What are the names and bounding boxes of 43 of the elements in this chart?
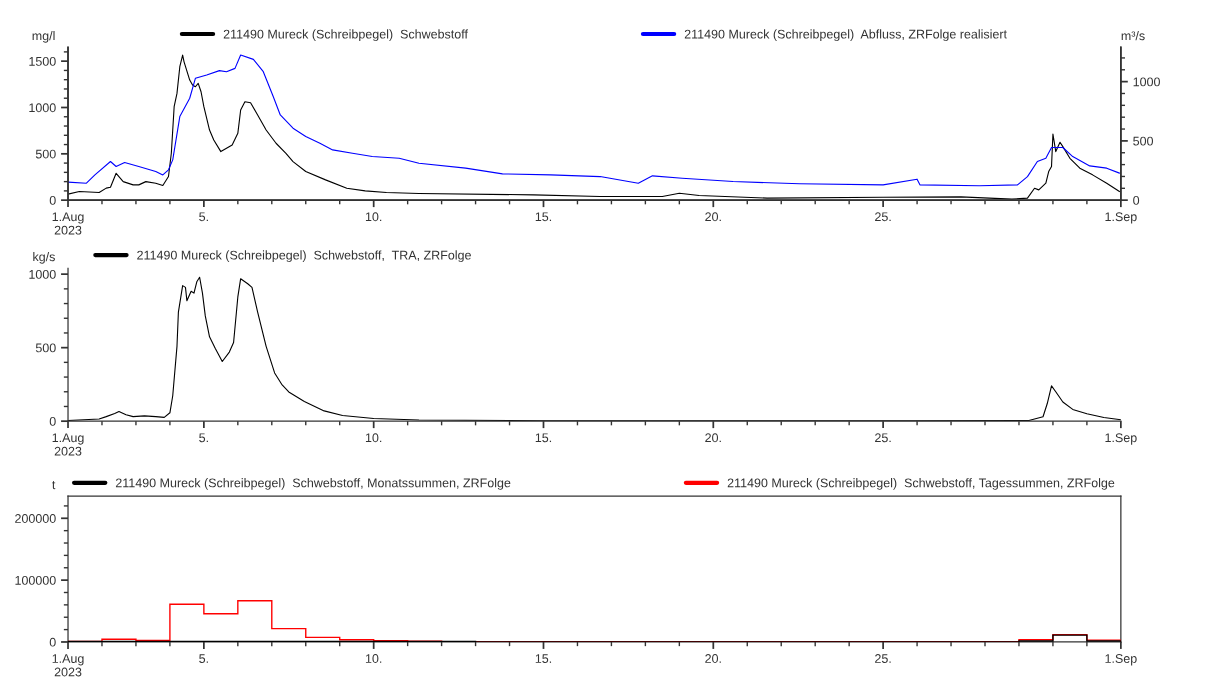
x-tick-label: 1.Sep bbox=[1105, 654, 1137, 666]
x-tick-label: 5. bbox=[199, 212, 208, 222]
legend-label: 211490 Mureck (Schreibpegel) Abfluss, ZRFolge realisiert bbox=[684, 29, 1007, 42]
y-tick-label: 1000 bbox=[29, 103, 56, 113]
y2-axis-title: m³/s bbox=[1121, 31, 1145, 41]
y2-tick-label: 0 bbox=[1133, 195, 1140, 205]
y-tick-label: 1000 bbox=[29, 269, 56, 279]
x-tick-label: 15. bbox=[535, 654, 552, 663]
x-tick-label: 20. bbox=[705, 433, 721, 443]
legend-label: 211490 Mureck (Schreibpegel) Schwebstoff, Monatssummen, ZRFolge bbox=[115, 478, 511, 490]
x-tick-label: 20. bbox=[705, 212, 721, 222]
legend-label: 211490 Mureck (Schreibpegel) Schwebstoff bbox=[223, 29, 468, 42]
y2-tick-label: 1000 bbox=[1133, 77, 1160, 87]
y2-tick-label: 500 bbox=[1133, 136, 1154, 146]
x-tick-label: 1.Aug 2023 bbox=[52, 654, 84, 677]
y-tick-label: 1500 bbox=[29, 56, 56, 66]
legend-label: 211490 Mureck (Schreibpegel) Schwebstoff, TRA, ZRFolge bbox=[137, 250, 471, 263]
x-tick-label: 1.Sep bbox=[1105, 433, 1137, 445]
y-tick-label: 500 bbox=[35, 149, 56, 159]
x-tick-label: 15. bbox=[535, 212, 552, 222]
x-tick-label: 25. bbox=[875, 654, 891, 663]
x-tick-label: 5. bbox=[199, 433, 208, 443]
x-tick-label: 25. bbox=[875, 212, 891, 222]
x-tick-label: 25. bbox=[875, 433, 891, 443]
x-tick-label: 10. bbox=[365, 654, 382, 663]
y-tick-label: 500 bbox=[35, 343, 56, 353]
y-tick-label: 0 bbox=[49, 637, 56, 647]
x-tick-label: 1.Sep bbox=[1105, 212, 1137, 224]
y-tick-label: 200000 bbox=[15, 514, 56, 523]
y-axis-title: mg/l bbox=[32, 31, 55, 43]
legend-label: 211490 Mureck (Schreibpegel) Schwebstoff, Tagessummen, ZRFolge bbox=[727, 478, 1115, 490]
y-tick-label: 0 bbox=[49, 416, 56, 426]
y-tick-label: 0 bbox=[49, 195, 56, 205]
x-tick-label: 10. bbox=[365, 212, 382, 222]
x-tick-label: 5. bbox=[199, 654, 208, 663]
x-tick-label: 15. bbox=[535, 433, 552, 443]
y-axis-title: kg/s bbox=[33, 252, 55, 264]
y-tick-label: 100000 bbox=[15, 575, 56, 585]
y-axis-title: t bbox=[52, 480, 56, 490]
x-tick-label: 20. bbox=[705, 654, 721, 663]
x-tick-label: 1.Aug 2023 bbox=[52, 433, 84, 456]
x-tick-label: 1.Aug 2023 bbox=[52, 212, 84, 235]
x-tick-label: 10. bbox=[365, 433, 382, 443]
